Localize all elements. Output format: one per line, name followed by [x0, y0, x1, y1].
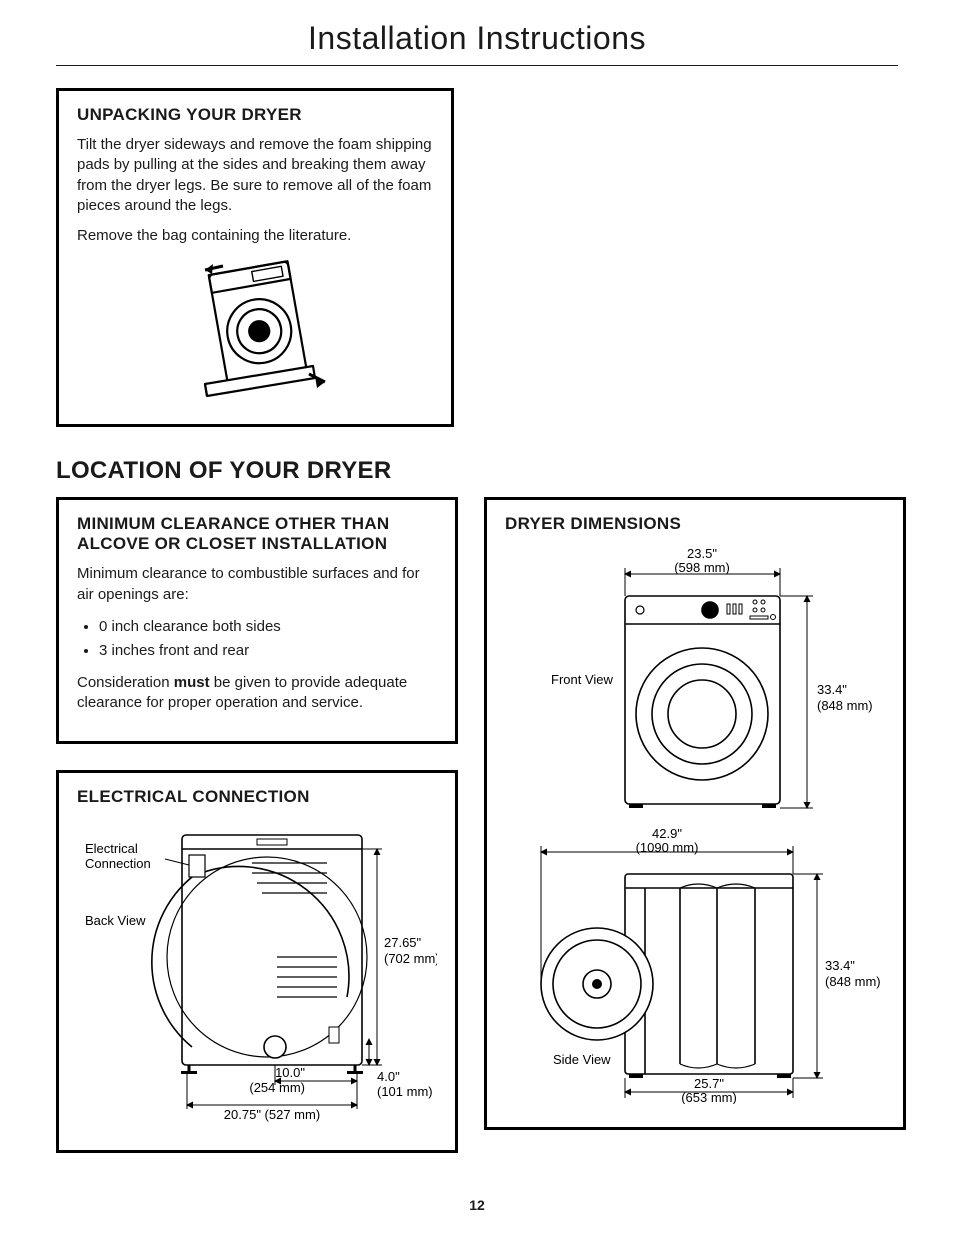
clearance-title: MINIMUM CLEARANCE OTHER THAN ALCOVE OR C…: [77, 514, 437, 554]
label-electrical-connection: ElectricalConnection: [85, 841, 151, 871]
dimensions-title: DRYER DIMENSIONS: [505, 514, 885, 534]
dim-42-9: 42.9": [652, 826, 682, 841]
dim-33-4-a-mm: (848 mm): [817, 698, 873, 713]
clearance-list: 0 inch clearance both sides 3 inches fro…: [77, 615, 437, 663]
dim-33-4-b: 33.4": [825, 958, 855, 973]
dim-25-7: 25.7": [694, 1076, 724, 1091]
label-side-view: Side View: [553, 1052, 611, 1067]
page-title: Installation Instructions: [56, 20, 898, 66]
dim-33-4-b-mm: (848 mm): [825, 974, 881, 989]
text-bold: must: [174, 674, 210, 691]
dim-33-4-a: 33.4": [817, 682, 847, 697]
list-item: 3 inches front and rear: [99, 639, 437, 663]
dim-42-9-mm: (1090 mm): [636, 840, 699, 855]
unpacking-illustration-icon: [175, 256, 335, 406]
dim-10-mm: (254 mm): [249, 1080, 305, 1095]
dim-10: 10.0": [275, 1065, 305, 1080]
clearance-intro: Minimum clearance to combustible surface…: [77, 564, 437, 605]
unpacking-para-2: Remove the bag containing the literature…: [77, 226, 433, 246]
unpacking-para-1: Tilt the dryer sideways and remove the f…: [77, 135, 433, 216]
text: Consideration: [77, 674, 174, 691]
dim-23-5-mm: (598 mm): [674, 560, 730, 575]
dim-4-mm: (101 mm): [377, 1084, 433, 1099]
page-number: 12: [56, 1197, 898, 1213]
dimensions-diagram-icon: 23.5" (598 mm) 33.4" (848 mm) Front View: [505, 544, 885, 1104]
electrical-box: ELECTRICAL CONNECTION: [56, 770, 458, 1153]
dim-20-75: 20.75" (527 mm): [224, 1107, 320, 1122]
location-heading: LOCATION OF YOUR DRYER: [56, 457, 898, 485]
list-item: 0 inch clearance both sides: [99, 615, 437, 639]
electrical-diagram-icon: ElectricalConnection Back View 27.65" (7…: [77, 817, 437, 1127]
dimensions-box: DRYER DIMENSIONS: [484, 497, 906, 1130]
unpacking-title: UNPACKING YOUR DRYER: [77, 105, 433, 125]
unpacking-box: UNPACKING YOUR DRYER Tilt the dryer side…: [56, 88, 454, 427]
clearance-box: MINIMUM CLEARANCE OTHER THAN ALCOVE OR C…: [56, 497, 458, 744]
electrical-title: ELECTRICAL CONNECTION: [77, 787, 437, 807]
dim-23-5: 23.5": [687, 546, 717, 561]
clearance-note: Consideration must be given to provide a…: [77, 673, 437, 714]
dim-25-7-mm: (653 mm): [681, 1090, 737, 1104]
dim-27-65: 27.65": [384, 935, 422, 950]
dim-4: 4.0": [377, 1069, 400, 1084]
label-front-view: Front View: [551, 672, 614, 687]
label-back-view: Back View: [85, 913, 146, 928]
dim-27-65-mm: (702 mm): [384, 951, 437, 966]
